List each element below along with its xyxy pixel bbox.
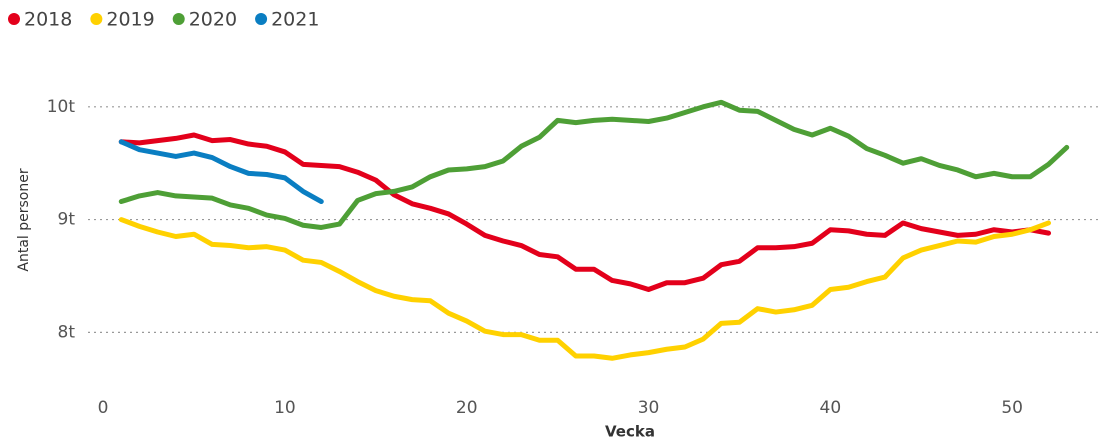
x-tick-label: 0 <box>98 398 109 418</box>
legend-label: 2018 <box>24 9 72 31</box>
y-tick-label: 8t <box>58 322 76 342</box>
y-tick-label: 9t <box>58 210 76 230</box>
line-series <box>118 139 324 205</box>
legend-label: 2019 <box>106 9 154 31</box>
x-tick-label: 20 <box>456 398 478 418</box>
legend-marker <box>172 13 185 25</box>
x-tick-label: 50 <box>1001 398 1023 418</box>
legend-label: 2020 <box>189 9 237 31</box>
x-tick-label: 30 <box>638 398 660 418</box>
x-tick-label: 10 <box>274 398 296 418</box>
x-axis-label: Vecka <box>605 423 655 441</box>
y-axis-label: Antal personer <box>16 168 32 271</box>
legend-marker <box>8 13 20 25</box>
legend-marker <box>90 13 103 25</box>
line-series <box>118 99 1070 230</box>
x-tick-label: 40 <box>820 398 842 418</box>
legend-marker <box>255 13 268 25</box>
y-tick-label: 10t <box>47 97 76 117</box>
line-series <box>118 132 1052 292</box>
legend-label: 2021 <box>271 9 319 31</box>
line-series <box>118 217 1052 361</box>
